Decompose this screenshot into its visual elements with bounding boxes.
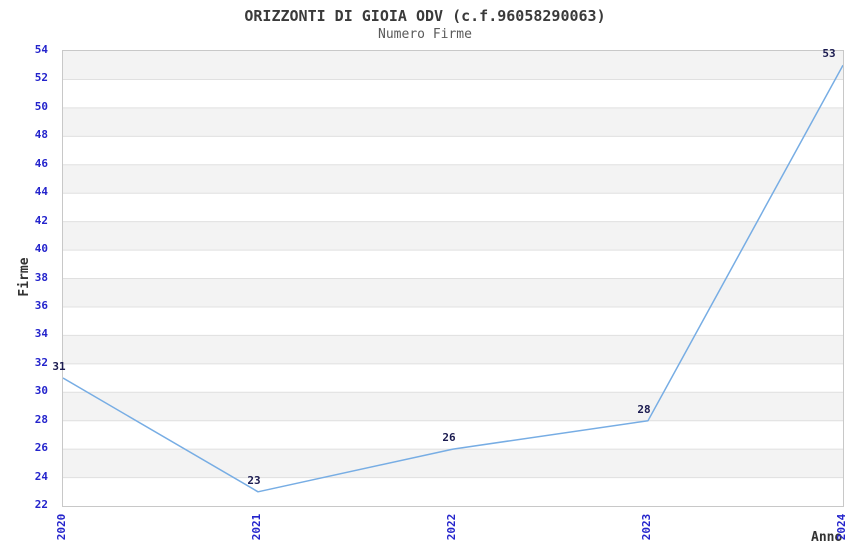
data-line xyxy=(63,64,843,493)
y-tick-label: 36 xyxy=(34,298,48,312)
grid-band xyxy=(63,278,843,307)
y-tick-label: 48 xyxy=(34,128,48,142)
y-tick-label: 30 xyxy=(34,384,48,398)
x-tick-label: 2024 xyxy=(835,513,848,541)
x-axis-label: Anno xyxy=(811,530,843,545)
y-tick-label: 26 xyxy=(34,441,48,455)
grid-band xyxy=(63,164,843,194)
grid-band xyxy=(63,335,843,364)
chart-subtitle: Numero Firme xyxy=(378,27,472,42)
y-tick-label: 52 xyxy=(34,71,48,85)
x-tick-label: 2020 xyxy=(55,513,68,541)
y-tick-label: 54 xyxy=(34,43,48,56)
grid-band xyxy=(63,449,843,478)
grid-band xyxy=(63,250,843,279)
grid-band xyxy=(63,79,843,108)
y-tick-label: 24 xyxy=(34,469,48,483)
grid-band xyxy=(63,306,843,336)
y-tick-label: 46 xyxy=(34,156,48,170)
grid-band xyxy=(63,51,843,80)
plot-area xyxy=(62,50,844,507)
grid-band xyxy=(63,221,843,251)
y-tick-label: 22 xyxy=(34,498,48,511)
y-tick-label: 42 xyxy=(34,213,48,227)
x-tick-label: 2023 xyxy=(640,513,653,541)
grid-band xyxy=(63,107,843,137)
data-point-label: 53 xyxy=(822,47,836,61)
data-point-label: 23 xyxy=(247,473,261,487)
chart-title: ORIZZONTI DI GIOIA ODV (c.f.96058290063) xyxy=(244,7,606,25)
data-point-label: 31 xyxy=(52,360,66,374)
y-tick-label: 40 xyxy=(34,242,48,256)
x-tick-label: 2021 xyxy=(250,513,263,541)
plot-canvas xyxy=(63,51,843,506)
grid-band xyxy=(63,363,843,393)
y-tick-label: 44 xyxy=(34,185,48,199)
data-point-label: 26 xyxy=(442,431,456,445)
y-tick-label: 38 xyxy=(34,270,48,284)
data-point-label: 28 xyxy=(637,402,651,416)
grid-band xyxy=(63,420,843,450)
y-tick-label: 34 xyxy=(34,327,48,341)
y-tick-label: 28 xyxy=(34,412,48,426)
grid-band xyxy=(63,136,843,165)
x-tick-label: 2022 xyxy=(445,513,458,541)
grid-band xyxy=(63,392,843,421)
grid-band xyxy=(63,193,843,222)
y-tick-label: 50 xyxy=(34,99,48,113)
y-tick-label: 32 xyxy=(34,355,48,369)
grid-band xyxy=(63,477,843,506)
